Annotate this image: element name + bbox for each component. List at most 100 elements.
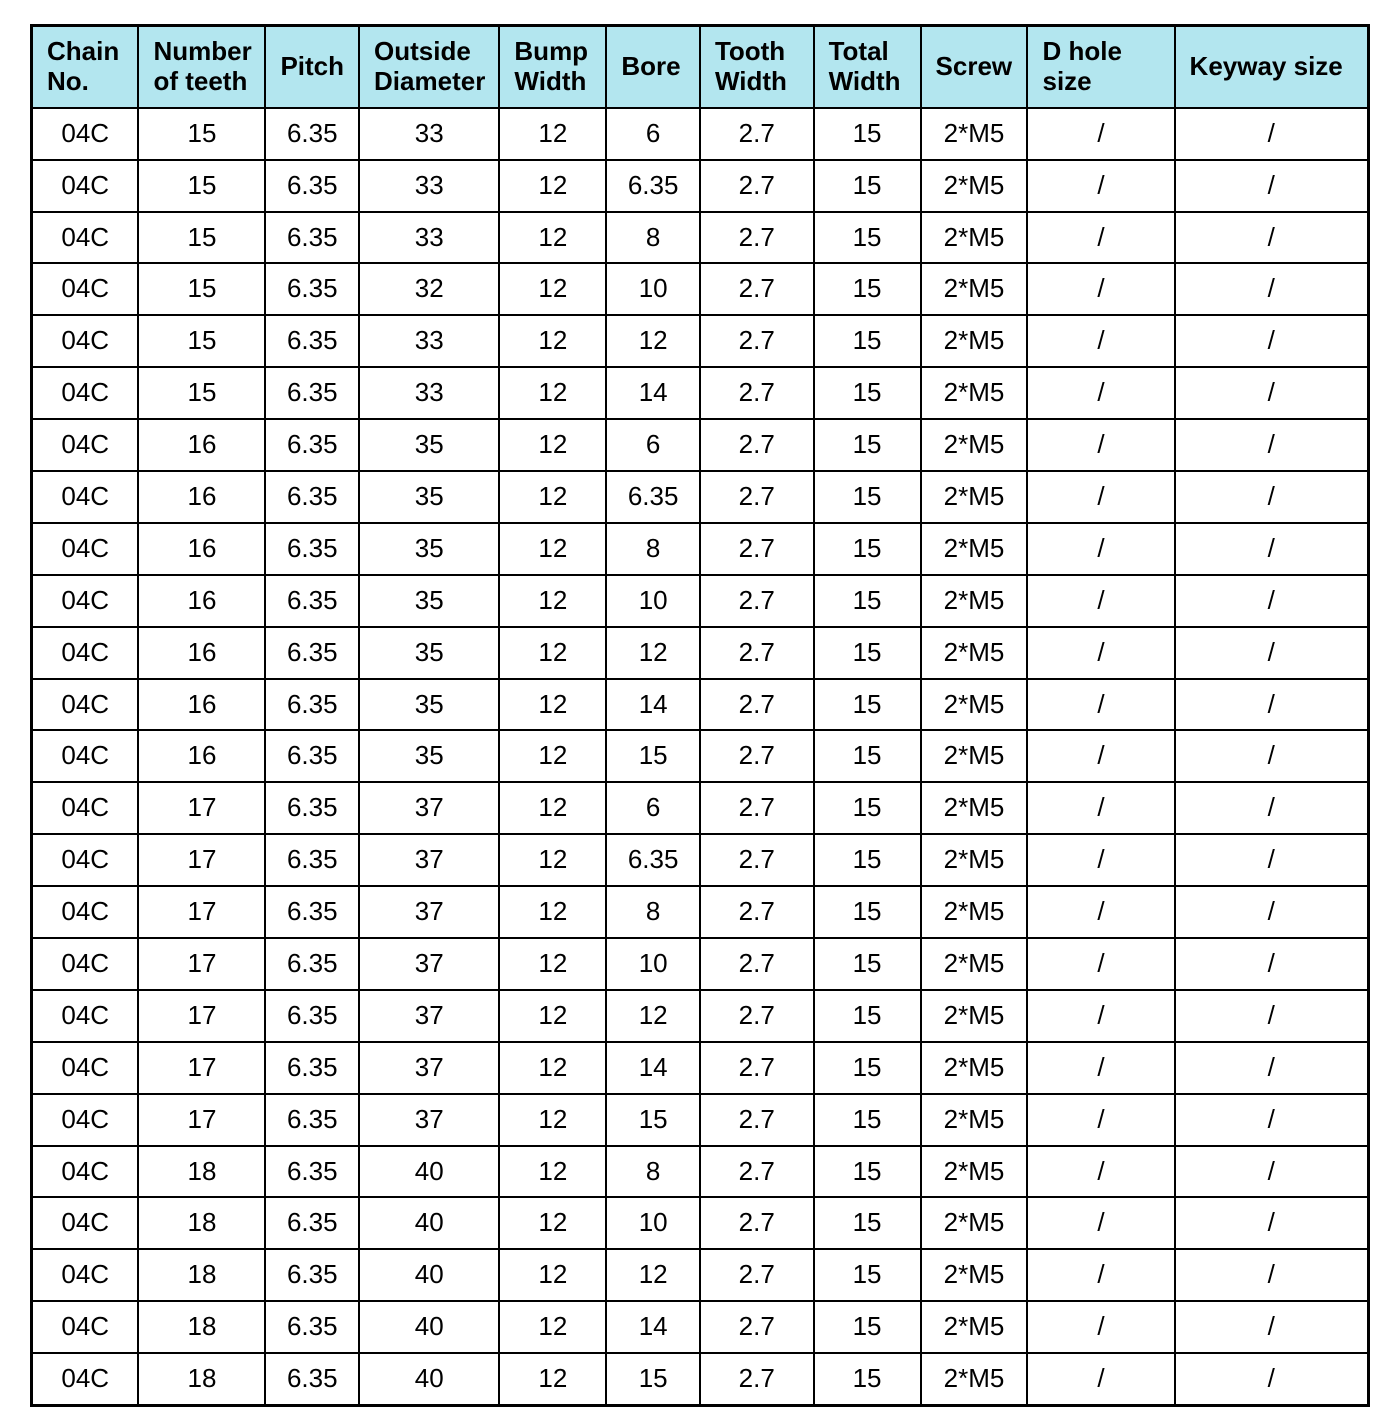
- table-cell: 16: [138, 730, 265, 782]
- table-cell: /: [1027, 1094, 1174, 1146]
- table-cell: 04C: [32, 938, 139, 990]
- table-cell: 15: [814, 1042, 921, 1094]
- table-cell: 04C: [32, 1301, 139, 1353]
- table-cell: 35: [359, 419, 499, 471]
- table-cell: 6.35: [265, 315, 359, 367]
- column-header: Chain No.: [32, 26, 139, 108]
- table-cell: /: [1027, 367, 1174, 419]
- table-row: 04C186.35401282.7152*M5//: [32, 1146, 1369, 1198]
- table-cell: 6.35: [265, 938, 359, 990]
- table-cell: 8: [606, 886, 700, 938]
- table-cell: 16: [138, 419, 265, 471]
- table-cell: 17: [138, 1094, 265, 1146]
- table-cell: 6.35: [265, 263, 359, 315]
- table-cell: 15: [606, 1353, 700, 1405]
- table-body: 04C156.35331262.7152*M5//04C156.3533126.…: [32, 108, 1369, 1406]
- table-cell: 2*M5: [921, 263, 1028, 315]
- table-cell: 2.7: [700, 263, 814, 315]
- table-cell: 2.7: [700, 1301, 814, 1353]
- table-cell: 04C: [32, 471, 139, 523]
- table-cell: 2.7: [700, 367, 814, 419]
- table-row: 04C156.3533126.352.7152*M5//: [32, 160, 1369, 212]
- table-cell: 2.7: [700, 938, 814, 990]
- table-cell: 6.35: [265, 160, 359, 212]
- table-cell: /: [1175, 367, 1369, 419]
- table-cell: 2*M5: [921, 938, 1028, 990]
- table-cell: 15: [606, 730, 700, 782]
- table-cell: 2*M5: [921, 315, 1028, 367]
- table-cell: 32: [359, 263, 499, 315]
- table-cell: 6.35: [265, 1249, 359, 1301]
- table-cell: /: [1175, 1301, 1369, 1353]
- table-cell: 2.7: [700, 315, 814, 367]
- table-cell: 2.7: [700, 886, 814, 938]
- table-cell: 12: [499, 212, 606, 264]
- table-cell: 2*M5: [921, 886, 1028, 938]
- table-row: 04C176.353712122.7152*M5//: [32, 990, 1369, 1042]
- table-cell: 16: [138, 575, 265, 627]
- table-cell: 04C: [32, 886, 139, 938]
- table-cell: 6.35: [265, 1353, 359, 1405]
- table-cell: 2.7: [700, 1146, 814, 1198]
- table-cell: 12: [499, 108, 606, 160]
- table-cell: 15: [814, 990, 921, 1042]
- table-cell: 12: [499, 938, 606, 990]
- table-cell: 12: [499, 990, 606, 1042]
- table-header-row: Chain No.Number of teethPitchOutside Dia…: [32, 26, 1369, 108]
- table-cell: 6.35: [265, 1094, 359, 1146]
- table-cell: /: [1027, 730, 1174, 782]
- table-cell: 33: [359, 108, 499, 160]
- table-row: 04C156.35331262.7152*M5//: [32, 108, 1369, 160]
- table-cell: 35: [359, 575, 499, 627]
- table-row: 04C186.354012152.7152*M5//: [32, 1353, 1369, 1405]
- table-cell: 12: [499, 782, 606, 834]
- table-cell: 04C: [32, 315, 139, 367]
- table-cell: 37: [359, 782, 499, 834]
- table-row: 04C166.353512142.7152*M5//: [32, 679, 1369, 731]
- table-cell: 15: [138, 160, 265, 212]
- sprocket-spec-table: Chain No.Number of teethPitchOutside Dia…: [30, 24, 1370, 1407]
- table-cell: 35: [359, 627, 499, 679]
- table-cell: 04C: [32, 212, 139, 264]
- table-cell: 15: [606, 1094, 700, 1146]
- table-cell: 2.7: [700, 627, 814, 679]
- table-cell: 04C: [32, 575, 139, 627]
- table-cell: 2*M5: [921, 1197, 1028, 1249]
- table-cell: 2*M5: [921, 523, 1028, 575]
- table-cell: 33: [359, 160, 499, 212]
- table-cell: 2*M5: [921, 782, 1028, 834]
- table-cell: 14: [606, 1042, 700, 1094]
- table-cell: 15: [814, 1146, 921, 1198]
- column-header: Number of teeth: [138, 26, 265, 108]
- table-cell: 15: [814, 627, 921, 679]
- table-cell: 6.35: [265, 575, 359, 627]
- table-cell: 16: [138, 679, 265, 731]
- table-cell: 2.7: [700, 782, 814, 834]
- table-cell: 33: [359, 212, 499, 264]
- table-cell: 2*M5: [921, 990, 1028, 1042]
- table-cell: 12: [499, 471, 606, 523]
- table-cell: 6.35: [265, 834, 359, 886]
- column-header: Keyway size: [1175, 26, 1369, 108]
- table-cell: 14: [606, 1301, 700, 1353]
- table-cell: 15: [814, 315, 921, 367]
- table-cell: 12: [499, 1353, 606, 1405]
- table-cell: 04C: [32, 834, 139, 886]
- table-cell: 15: [814, 938, 921, 990]
- table-cell: 2*M5: [921, 471, 1028, 523]
- table-cell: 2*M5: [921, 367, 1028, 419]
- column-header: D hole size: [1027, 26, 1174, 108]
- table-row: 04C156.35331282.7152*M5//: [32, 212, 1369, 264]
- table-cell: 15: [814, 212, 921, 264]
- table-cell: 17: [138, 1042, 265, 1094]
- table-row: 04C186.354012102.7152*M5//: [32, 1197, 1369, 1249]
- table-row: 04C176.353712152.7152*M5//: [32, 1094, 1369, 1146]
- table-cell: /: [1027, 990, 1174, 1042]
- table-cell: 2*M5: [921, 575, 1028, 627]
- table-row: 04C156.353312142.7152*M5//: [32, 367, 1369, 419]
- table-row: 04C186.354012122.7152*M5//: [32, 1249, 1369, 1301]
- table-cell: 2.7: [700, 730, 814, 782]
- table-cell: 14: [606, 679, 700, 731]
- table-cell: 10: [606, 938, 700, 990]
- table-cell: 2.7: [700, 834, 814, 886]
